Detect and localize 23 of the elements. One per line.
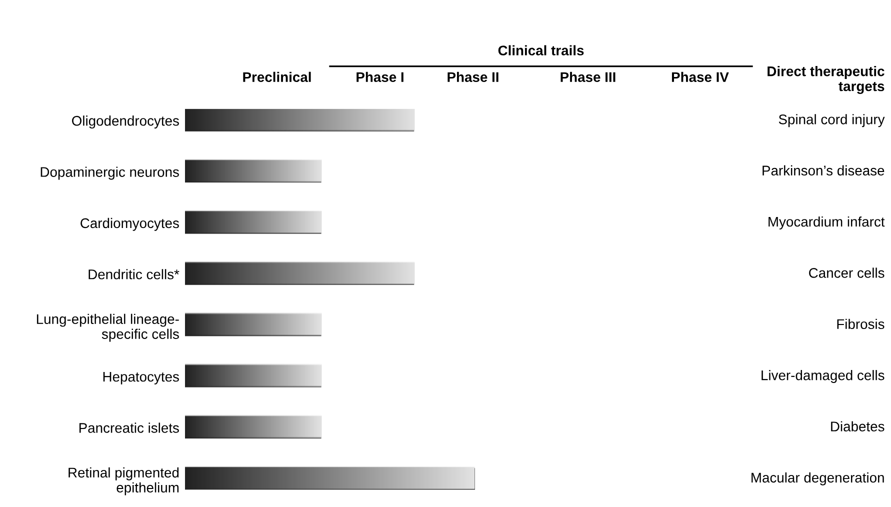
- text: Fibrosis: [837, 318, 884, 330]
- text: Preclinical: [243, 72, 311, 82]
- text: Cancer cells: [809, 268, 884, 278]
- text: Macular degeneration: [752, 472, 884, 486]
- text: Phase II: [448, 72, 498, 82]
- text: Direct therapeutic targets: [768, 66, 884, 94]
- text: Phase I: [356, 72, 404, 82]
- y-tick-label: Hepatocytes: [103, 372, 179, 384]
- y-tick-label: Oligodendrocytes: [72, 116, 179, 129]
- text: Diabetes: [831, 421, 884, 432]
- y-tick-label: Dopaminergic neurons: [40, 166, 179, 180]
- text: Parkinson’s disease: [762, 165, 884, 176]
- text: Spinal cord injury: [778, 114, 885, 128]
- y-tick-label: Retinal pigmented epithelium: [68, 467, 179, 496]
- text: Myocardium infarct: [768, 216, 885, 230]
- y-tick-label: Dendritic cells*: [88, 269, 180, 280]
- y-tick-label: Lung-epithelial lineage- specific cells: [36, 314, 179, 342]
- y-tick-label: Pancreatic islets: [79, 422, 179, 433]
- text: Phase IV: [672, 72, 729, 82]
- text: Clinical trails: [498, 45, 584, 56]
- text: Phase III: [560, 72, 616, 82]
- text: Liver-damaged cells: [762, 370, 884, 383]
- y-tick-label: Cardiomyocytes: [80, 218, 179, 231]
